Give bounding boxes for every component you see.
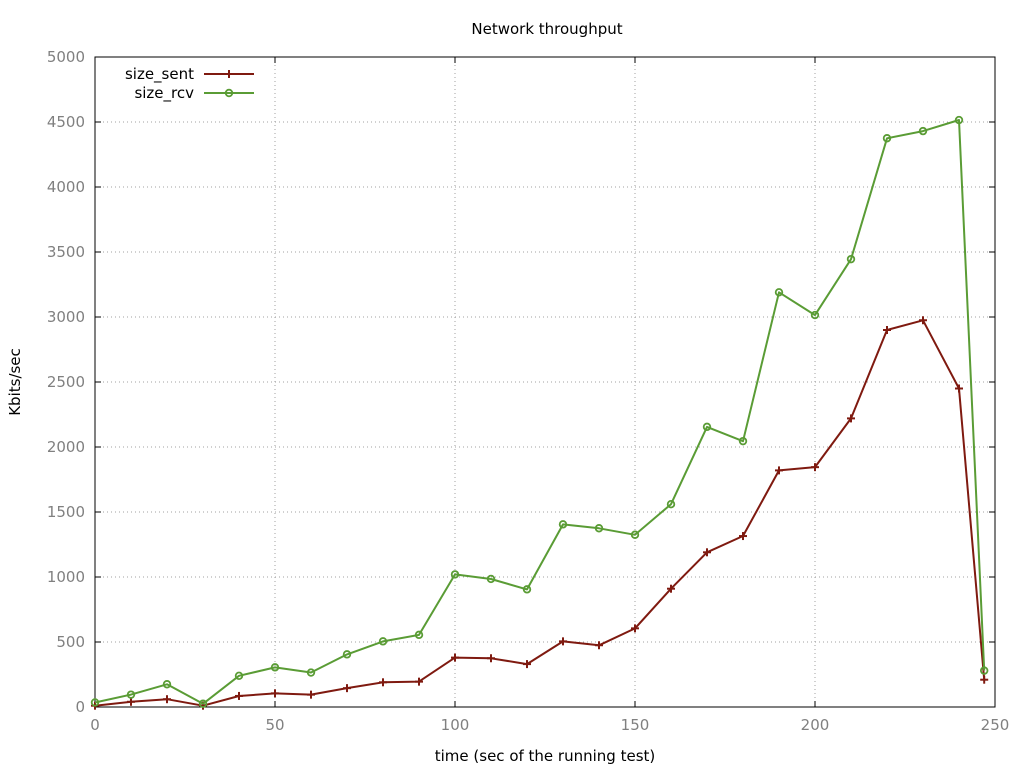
data-point-size_rcv: [558, 520, 568, 529]
data-point-size_sent: [127, 697, 135, 706]
data-point-size_sent: [271, 689, 279, 698]
data-point-size_rcv: [630, 530, 640, 539]
series-line-size_sent: [94, 319, 986, 707]
y-tick-label: 0: [75, 698, 85, 716]
data-point-size_rcv: [594, 524, 604, 533]
series-line-size_rcv: [94, 119, 986, 705]
y-tick-label: 3000: [47, 308, 85, 326]
data-point-size_sent: [595, 641, 603, 650]
data-point-size_sent: [487, 654, 495, 663]
x-tick-label: 200: [801, 716, 830, 734]
y-tick-label: 2000: [47, 438, 85, 456]
data-point-size_rcv: [126, 690, 136, 699]
data-point-size_sent: [955, 384, 963, 393]
data-point-size_sent: [379, 678, 387, 687]
data-point-size_rcv: [702, 422, 712, 432]
data-point-size_rcv: [486, 574, 496, 584]
data-point-size_rcv: [414, 630, 424, 640]
data-point-size_sent: [775, 466, 783, 475]
data-point-size_rcv: [198, 699, 208, 708]
data-point-size_sent: [631, 624, 639, 633]
data-point-size_rcv: [810, 310, 820, 320]
data-point-size_rcv: [918, 126, 928, 136]
data-point-size_rcv: [378, 637, 388, 646]
data-point-size_rcv: [162, 680, 172, 689]
y-tick-label: 1000: [47, 568, 85, 586]
data-point-size_rcv: [522, 585, 532, 594]
data-point-size_rcv: [666, 500, 676, 509]
data-point-size_sent: [883, 326, 891, 334]
y-tick-label: 5000: [47, 48, 85, 66]
data-point-size_rcv: [306, 668, 316, 677]
y-axis-label: Kbits/sec: [6, 348, 24, 416]
data-point-size_sent: [811, 463, 819, 472]
data-point-size_rcv: [980, 666, 989, 675]
x-tick-label: 250: [981, 716, 1010, 734]
data-point-size_rcv: [846, 254, 856, 264]
data-point-size_rcv: [954, 115, 964, 125]
y-tick-label: 4000: [47, 178, 85, 196]
data-point-size_sent: [451, 653, 459, 662]
data-point-size_sent: [307, 690, 315, 699]
data-point-size_sent: [523, 660, 531, 669]
data-point-size_rcv: [882, 134, 892, 143]
data-point-size_rcv: [738, 436, 748, 446]
data-point-size_sent: [919, 316, 927, 325]
data-point-size_sent: [343, 684, 351, 693]
data-point-size_sent: [559, 637, 567, 646]
chart-title: Network throughput: [471, 20, 622, 38]
y-tick-label: 1500: [47, 503, 85, 521]
data-point-size_sent: [847, 414, 855, 423]
legend-label-size_rcv: size_rcv: [134, 84, 194, 103]
data-point-size_rcv: [270, 663, 280, 672]
y-tick-label: 4500: [47, 113, 85, 131]
data-point-size_sent: [667, 584, 675, 593]
data-point-size_rcv: [774, 288, 784, 297]
legend-marker-size_rcv: [224, 88, 234, 98]
y-tick-label: 3500: [47, 243, 85, 261]
x-tick-label: 150: [621, 716, 650, 734]
data-point-size_rcv: [342, 650, 352, 659]
axis-ticks: 0 50 100 150 200 2500500100015002000250030003…: [47, 48, 1010, 734]
data-point-size_sent: [980, 675, 989, 684]
y-tick-label: 2500: [47, 373, 85, 391]
data-point-size_rcv: [234, 671, 244, 680]
data-point-size_sent: [703, 548, 711, 557]
data-point-size_rcv: [450, 570, 460, 579]
data-point-size_sent: [415, 677, 423, 686]
data-point-size_rcv: [90, 698, 100, 707]
series-group: [90, 115, 989, 710]
data-point-size_sent: [235, 691, 243, 700]
y-tick-label: 500: [56, 633, 85, 651]
x-tick-label: 100: [441, 716, 470, 734]
legend-label-size_sent: size_sent: [125, 65, 194, 84]
data-point-size_sent: [739, 532, 747, 541]
grid: [95, 57, 995, 707]
x-axis-label: time (sec of the running test): [435, 747, 656, 765]
data-point-size_sent: [163, 695, 171, 704]
x-tick-label: 50: [265, 716, 284, 734]
x-tick-label: 0: [90, 716, 100, 734]
legend-marker-size_sent: [225, 70, 233, 78]
